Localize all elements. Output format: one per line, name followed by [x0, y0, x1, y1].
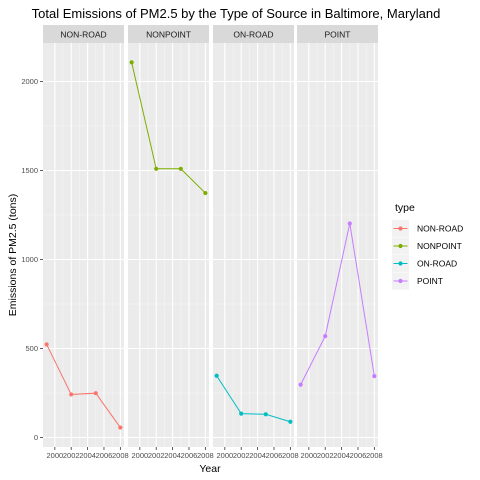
y-tick-label: 2000 — [21, 77, 38, 86]
legend-item: ON-ROAD — [392, 255, 457, 272]
series-line — [46, 344, 121, 428]
data-point — [239, 411, 244, 416]
x-tick-label: 2002 — [233, 451, 250, 460]
facet-strip-label: NONPOINT — [146, 30, 191, 40]
panel-background — [43, 43, 124, 447]
data-point — [178, 166, 183, 171]
legend-label: NON-ROAD — [417, 224, 463, 234]
series-line — [131, 62, 206, 194]
x-tick-label: 2008 — [366, 451, 383, 460]
facet-strip — [43, 25, 124, 43]
panel-background — [128, 43, 209, 447]
x-axis: 2000 2002 2004 2006 2008 2000 2002 2004 2006 2008… — [46, 447, 383, 460]
facet-strip — [213, 25, 294, 43]
y-tick-label: 1000 — [21, 255, 38, 264]
x-tick-label: 2004 — [79, 451, 96, 460]
x-tick-label: 2002 — [63, 451, 80, 460]
facet-strip — [297, 25, 378, 43]
x-tick-label: 2006 — [96, 451, 113, 460]
data-point — [129, 60, 134, 65]
panel-background — [213, 43, 294, 447]
data-point — [154, 166, 159, 171]
legend-item: NON-ROAD — [392, 220, 463, 237]
legend-key-point — [398, 261, 403, 266]
data-point — [214, 373, 219, 378]
x-tick-label: 2006 — [181, 451, 198, 460]
data-point — [372, 373, 377, 379]
y-tick-label: 1500 — [21, 166, 38, 175]
x-tick-label: 2006 — [350, 451, 367, 460]
facet-strip-label: NON-ROAD — [60, 30, 106, 40]
y-axis: 0 500 1000 1500 2000 — [21, 77, 43, 442]
x-tick-label: 2002 — [317, 451, 334, 460]
legend-label: ON-ROAD — [417, 259, 457, 269]
facet-panel: NON-ROAD — [43, 25, 124, 447]
panel-background — [297, 43, 378, 447]
series-line — [216, 375, 291, 423]
series-line — [300, 223, 375, 385]
x-axis-title: Year — [199, 463, 221, 475]
facet-panels: NON-ROAD NONPOINT ON-ROAD POINT — [43, 25, 378, 447]
data-point — [93, 391, 98, 396]
data-point — [203, 190, 208, 196]
facet-panel: ON-ROAD — [213, 25, 294, 447]
legend-title: type — [395, 202, 415, 214]
data-point — [118, 425, 123, 430]
facet-strip-label: POINT — [325, 30, 351, 40]
x-tick-label: 2000 — [131, 451, 148, 460]
facet-panel: NONPOINT — [128, 25, 209, 447]
legend-label: NONPOINT — [417, 241, 462, 251]
x-tick-label: 2006 — [266, 451, 283, 460]
legend-key-point — [398, 278, 403, 284]
x-tick-label: 2008 — [197, 451, 214, 460]
legend-key-point — [398, 226, 403, 231]
data-point — [347, 221, 352, 226]
chart-title: Total Emissions of PM2.5 by the Type of … — [32, 6, 441, 21]
x-tick-label: 2000 — [46, 451, 63, 460]
y-tick-label: 0 — [34, 433, 38, 442]
legend-item: POINT — [392, 272, 443, 290]
data-point — [298, 382, 303, 387]
data-point — [44, 342, 49, 347]
facet-strip-label: ON-ROAD — [233, 30, 273, 40]
data-point — [288, 419, 293, 424]
x-tick-label: 2000 — [216, 451, 233, 460]
legend-key-point — [398, 243, 403, 249]
facet-panel: POINT — [297, 25, 378, 447]
x-tick-label: 2004 — [164, 451, 181, 460]
x-tick-label: 2004 — [333, 451, 350, 460]
x-tick-label: 2008 — [112, 451, 129, 460]
data-point — [69, 392, 74, 397]
x-tick-label: 2004 — [249, 451, 266, 460]
x-tick-label: 2008 — [282, 451, 299, 460]
legend: type NON-ROAD NONPOINT ON-ROAD POINT — [392, 202, 463, 290]
legend-item: NONPOINT — [392, 237, 462, 255]
x-tick-label: 2000 — [300, 451, 317, 460]
y-axis-title: Emissions of PM2.5 (tons) — [7, 194, 19, 317]
data-point — [263, 412, 268, 417]
y-tick-label: 500 — [25, 344, 38, 353]
data-point — [323, 334, 328, 339]
legend-label: POINT — [417, 276, 443, 286]
facet-strip — [128, 25, 209, 43]
x-tick-label: 2002 — [148, 451, 165, 460]
